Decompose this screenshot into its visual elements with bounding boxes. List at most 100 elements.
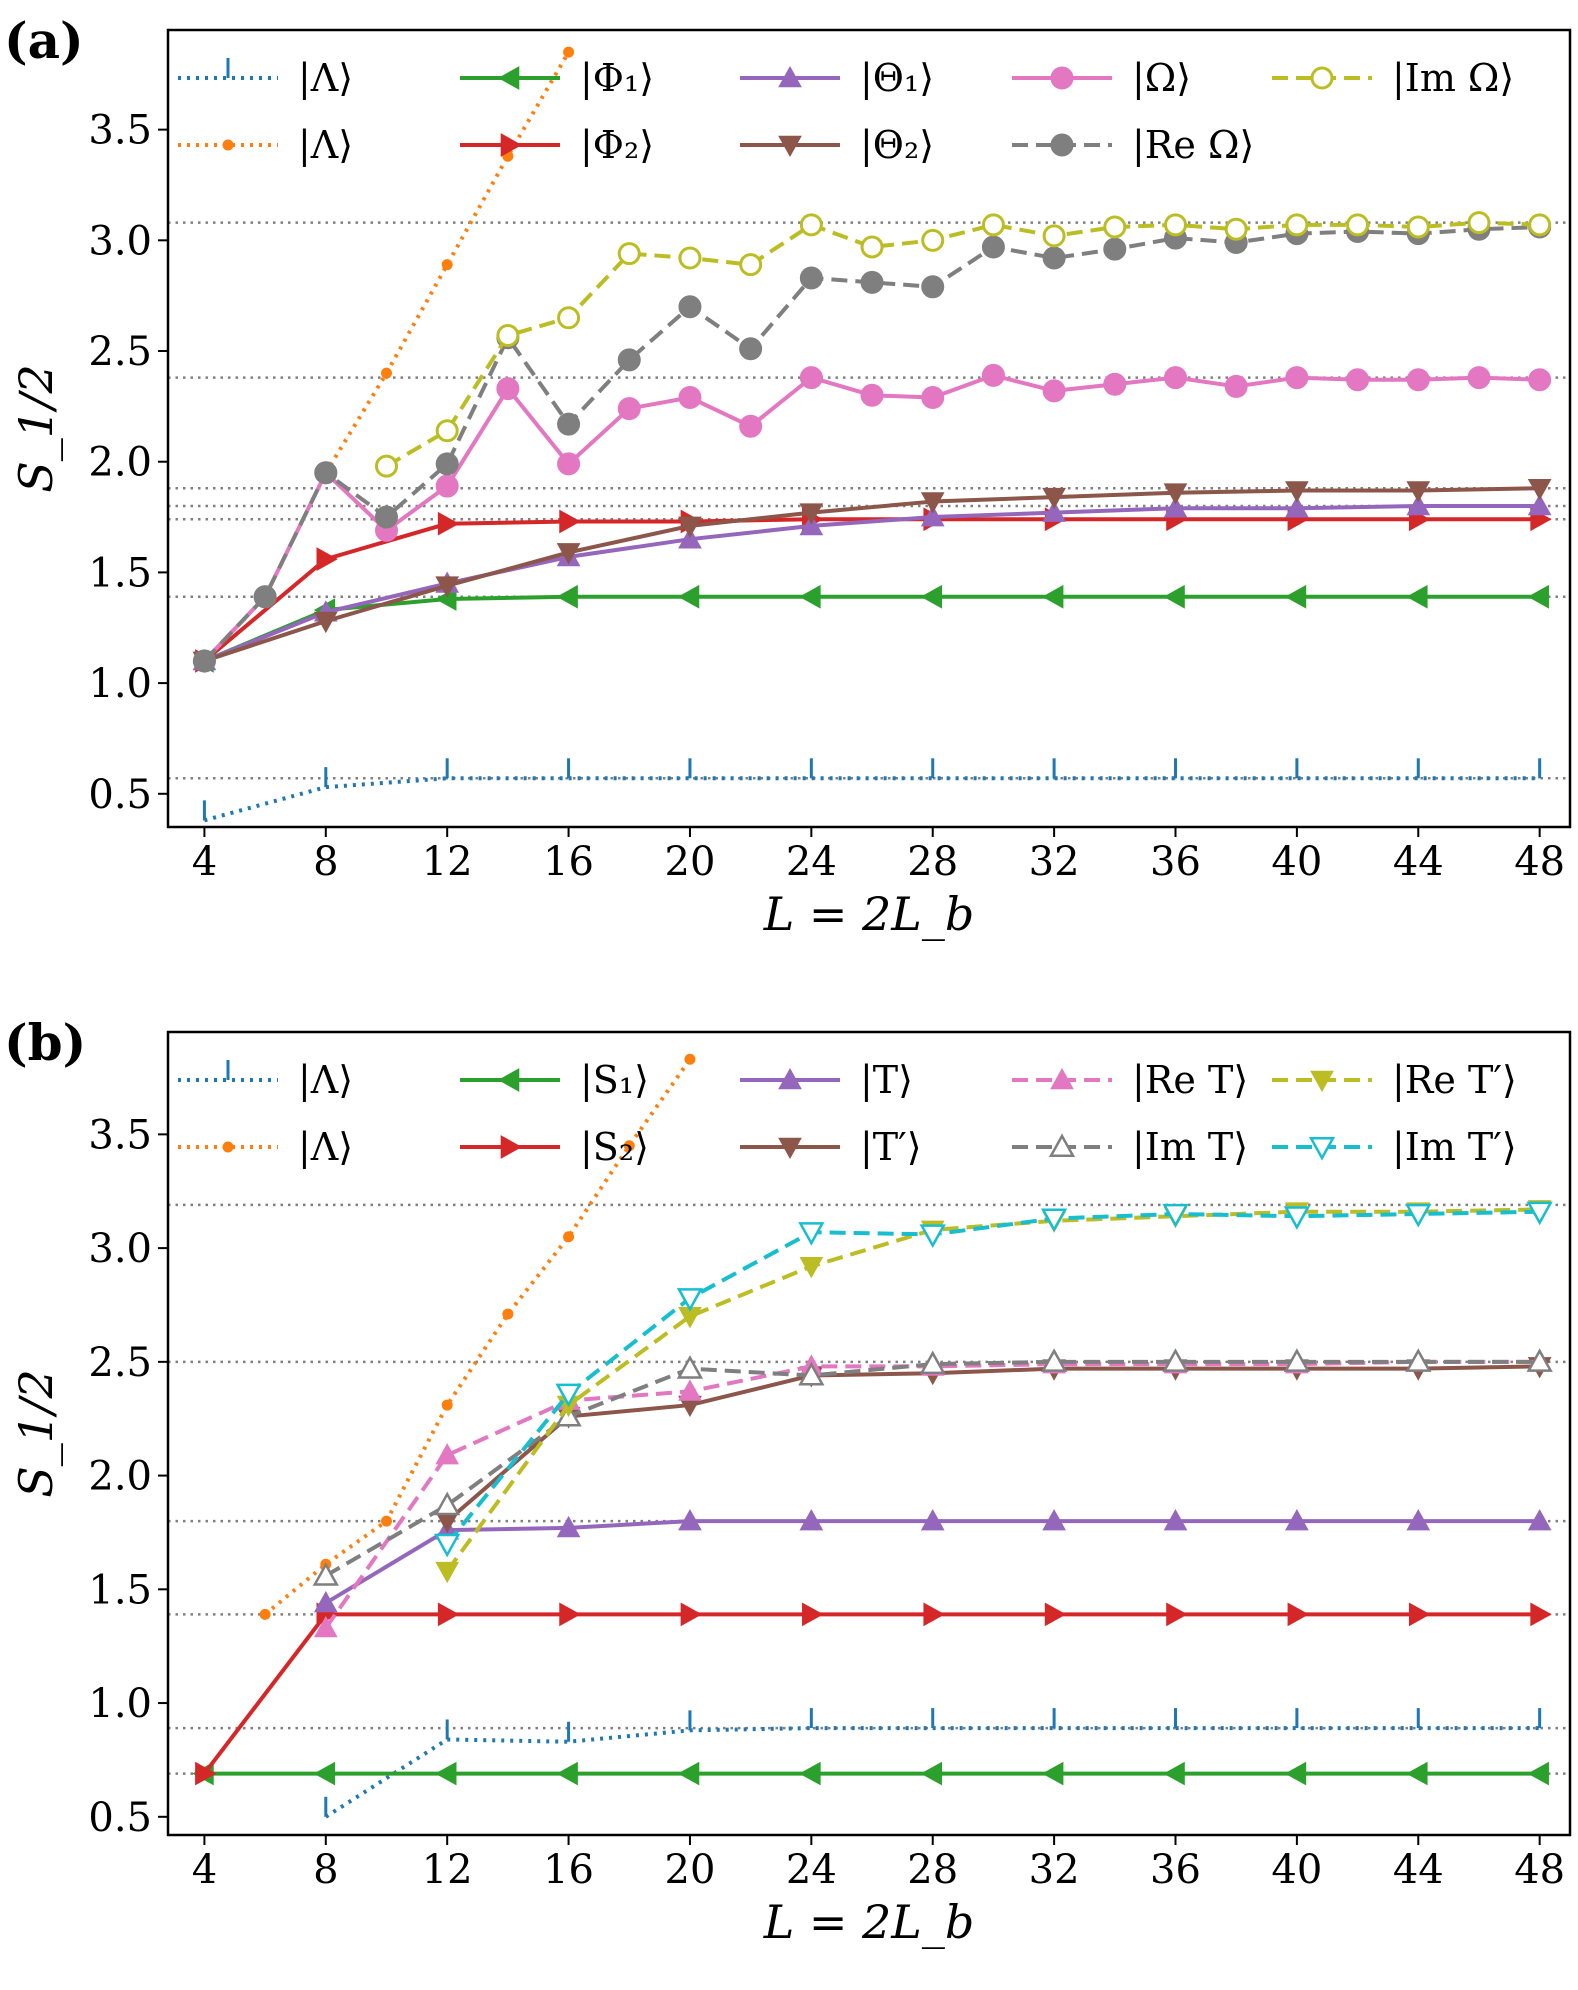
data-point bbox=[1284, 584, 1307, 609]
x-tick-label: 28 bbox=[907, 1847, 958, 1893]
data-point bbox=[1163, 496, 1188, 518]
panel-a: 4 8 12 16 20 24 28 32 36 40 44 480.51.01.52.02.53.0… bbox=[4, 11, 1572, 941]
x-tick-label: 40 bbox=[1271, 1847, 1322, 1893]
data-point bbox=[1406, 1509, 1431, 1531]
data-point bbox=[1526, 1201, 1553, 1226]
x-tick-label: 44 bbox=[1393, 1847, 1444, 1893]
data-point bbox=[313, 1615, 338, 1638]
data-point bbox=[798, 1222, 825, 1246]
data-point bbox=[1406, 493, 1431, 516]
data-point bbox=[981, 235, 1005, 259]
series-line bbox=[385, 220, 1540, 468]
data-point bbox=[1527, 1761, 1549, 1786]
series--s2- bbox=[195, 1602, 1552, 1786]
y-axis-label: S_1/2 bbox=[9, 1369, 63, 1498]
data-point bbox=[1044, 1602, 1067, 1627]
data-point bbox=[1162, 1203, 1189, 1228]
data-point bbox=[678, 246, 702, 270]
legend-label: |S₂⟩ bbox=[580, 1125, 649, 1169]
data-point bbox=[556, 543, 581, 565]
data-point bbox=[1224, 217, 1248, 241]
data-point bbox=[435, 419, 459, 443]
legend-marker bbox=[1310, 66, 1334, 90]
data-point bbox=[799, 213, 823, 237]
legend-label: |Λ⟩ bbox=[298, 56, 353, 100]
data-point bbox=[677, 1761, 700, 1786]
data-point bbox=[1526, 1348, 1553, 1372]
data-point bbox=[1405, 1203, 1432, 1228]
reference-lines bbox=[168, 1203, 1570, 1775]
legend-marker bbox=[778, 1067, 802, 1090]
series-line bbox=[324, 1359, 1540, 1630]
data-point bbox=[1528, 368, 1552, 392]
legend-item: |S₁⟩ bbox=[460, 1058, 649, 1102]
data-point bbox=[313, 1761, 336, 1786]
legend-item: |Φ₂⟩ bbox=[460, 123, 654, 167]
data-point bbox=[253, 585, 277, 609]
legend-label: |Ω⟩ bbox=[1132, 56, 1191, 100]
x-tick-label: 24 bbox=[786, 839, 837, 885]
legend-item: |Re T′⟩ bbox=[1272, 1058, 1517, 1102]
data-point bbox=[1040, 1348, 1068, 1372]
data-point bbox=[563, 1231, 575, 1243]
data-point bbox=[437, 1602, 460, 1627]
x-tick-label: 20 bbox=[665, 839, 716, 885]
x-tick-label: 12 bbox=[422, 839, 473, 885]
data-point bbox=[1287, 1602, 1309, 1627]
data-point bbox=[1042, 224, 1066, 248]
data-point bbox=[676, 1355, 704, 1379]
x-tick-label: 40 bbox=[1271, 839, 1322, 885]
series--im-t- bbox=[434, 1201, 1553, 1558]
series-line bbox=[203, 776, 1540, 823]
legend-marker bbox=[778, 1137, 802, 1160]
legend-label: |Im Ω⟩ bbox=[1392, 56, 1514, 100]
y-tick-label: 0.5 bbox=[88, 772, 152, 818]
legend-item: |Λ⟩ bbox=[178, 123, 353, 167]
data-point bbox=[798, 1361, 825, 1386]
series-line bbox=[324, 1519, 1540, 1605]
legend-label: |S₁⟩ bbox=[580, 1058, 649, 1102]
x-tick-label: 16 bbox=[543, 1847, 594, 1893]
data-point bbox=[799, 1761, 821, 1786]
data-point bbox=[1530, 1602, 1552, 1627]
data-point bbox=[434, 1491, 461, 1516]
data-point bbox=[557, 452, 581, 476]
data-series bbox=[192, 1053, 1553, 1819]
series-line bbox=[263, 1058, 692, 1616]
data-point bbox=[920, 492, 945, 514]
data-point bbox=[920, 1509, 945, 1531]
series-line bbox=[203, 517, 1540, 663]
y-tick-label: 3.5 bbox=[88, 108, 152, 154]
data-point bbox=[1162, 1348, 1189, 1372]
data-point bbox=[434, 1533, 461, 1558]
legend-marker bbox=[222, 139, 234, 151]
data-point bbox=[313, 1590, 338, 1613]
data-point bbox=[314, 461, 338, 485]
legend-label: |Θ₂⟩ bbox=[860, 123, 934, 167]
series-line bbox=[202, 1612, 1540, 1775]
series--im-t- bbox=[312, 1348, 1553, 1586]
y-tick-label: 1.0 bbox=[88, 1681, 152, 1727]
legend-item: |Im Ω⟩ bbox=[1272, 56, 1514, 100]
y-tick-label: 1.5 bbox=[88, 550, 152, 596]
legend: |Λ⟩ |Λ⟩ |Φ₁⟩ |Φ₂⟩ |Θ₁⟩ |Θ₂⟩ |Ω⟩ |Re Ω⟩ |Im Ω⟩ bbox=[178, 56, 1514, 167]
data-point bbox=[676, 1288, 704, 1312]
x-axis-label: L = 2L_b bbox=[763, 1895, 975, 1949]
data-point bbox=[680, 1602, 702, 1627]
x-tick-label: 36 bbox=[1150, 1847, 1201, 1893]
data-point bbox=[374, 505, 398, 529]
series-line bbox=[445, 1364, 1540, 1523]
axes-frame bbox=[166, 1030, 1572, 1837]
data-point bbox=[1285, 496, 1309, 518]
data-point bbox=[920, 1761, 943, 1786]
data-point bbox=[678, 1379, 702, 1401]
data-point bbox=[1042, 500, 1066, 522]
x-tick-label: 48 bbox=[1514, 1847, 1565, 1893]
data-point bbox=[556, 1515, 581, 1538]
series-line bbox=[203, 594, 1540, 663]
legend-label: |Λ⟩ bbox=[298, 123, 353, 167]
data-point bbox=[678, 527, 702, 549]
legend-item: |Im T⟩ bbox=[1012, 1125, 1248, 1169]
series-line bbox=[203, 503, 1540, 663]
